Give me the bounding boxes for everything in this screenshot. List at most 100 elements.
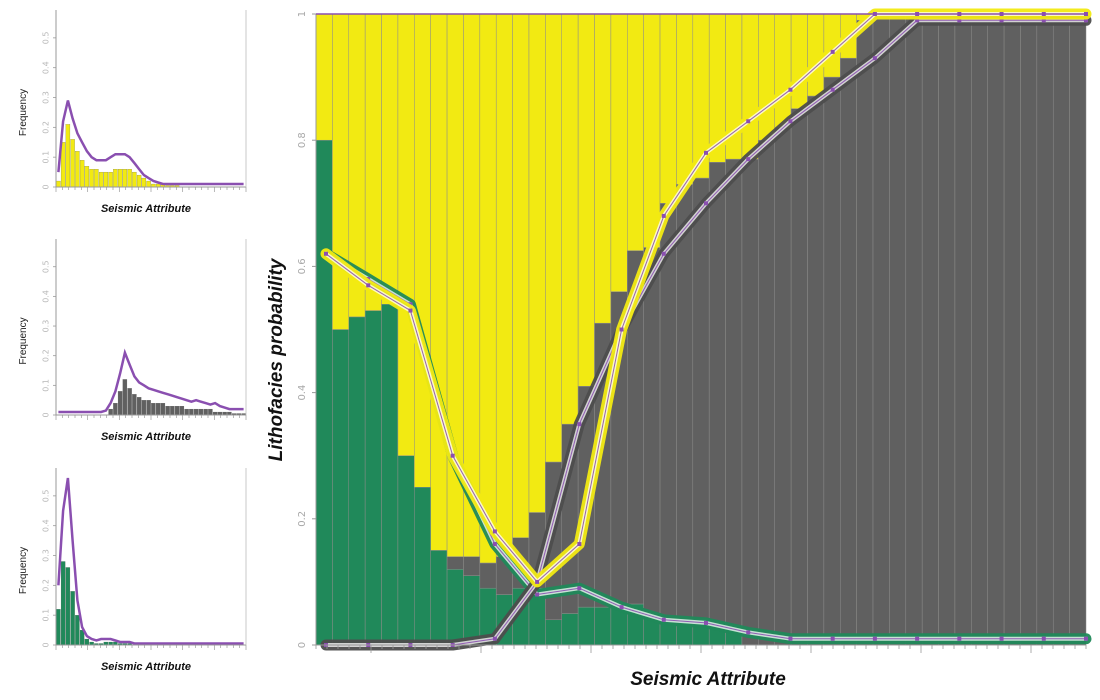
probability-curve-marker [535,592,540,597]
probability-curve-marker [1041,636,1046,641]
probability-bar [1036,13,1054,646]
histogram-bar [70,139,75,188]
probability-bar [332,13,350,330]
probability-bar [1052,13,1070,646]
histogram-xlabel: Seismic Attribute [101,661,191,673]
y-tick-label: 0.3 [42,549,51,562]
histogram-ylabel: Frequency [18,317,29,364]
histogram-bar [60,561,66,646]
y-tick-label: 0.1 [42,379,51,392]
histogram-bar [198,408,204,416]
y-tick-label: 0.4 [42,61,51,74]
probability-bar [397,13,415,456]
y-tick-label: 0.1 [42,609,51,622]
histogram-bar [141,400,147,416]
probability-bar [856,20,874,646]
probability-bar [872,13,890,646]
probability-bar [954,13,972,646]
probability-curve-marker [1084,636,1088,641]
probability-curve-marker [915,636,920,641]
probability-bar [1069,13,1087,646]
probability-curve-marker [366,283,371,288]
histogram-bar [65,124,71,188]
probability-bar [414,487,431,646]
probability-curve-marker [535,579,540,584]
histogram-bar [141,177,147,188]
probability-bar [512,13,530,538]
probability-curve-marker [999,636,1004,641]
probability-curve-marker [661,617,666,622]
probability-curve-marker [830,636,835,641]
histogram-axes: 0 0.1 0.2 0.3 0.4 0.5 [42,10,247,192]
probability-bar [446,569,464,646]
probability-curve-marker [450,453,455,458]
histogram-sand: 0 0.1 0.2 0.3 0.4 0.5 Frequency Seismic Attri… [18,10,247,215]
histogram-axes: 0 0.1 0.2 0.3 0.4 0.5 [42,468,247,650]
y-tick-label: 0.3 [42,320,51,333]
probability-curve-marker [661,213,666,218]
histogram-shale: 0 0.1 0.2 0.3 0.4 0.5 Frequency Seismic Attri… [18,239,247,443]
histogram-bar [108,408,113,416]
probability-bar [430,550,448,646]
probability-curve-marker [957,636,962,641]
probability-curve-marker [577,422,582,427]
probability-bar [577,13,595,387]
probability-bar [790,108,808,646]
probability-bar [315,13,333,141]
probability-curve-marker [324,251,328,256]
probability-bar [708,162,726,624]
histogram-bar [122,379,128,416]
probability-curve-marker [746,119,751,124]
probability-curve-marker [661,251,666,256]
y-tick-label: 0.2 [42,579,51,592]
probability-curve-marker [957,18,962,23]
probability-curve-marker [872,636,877,641]
histogram-bars [108,379,246,416]
y-tick-label: 0.5 [42,31,51,44]
probability-curve-marker [492,636,497,641]
probability-bar [659,13,677,204]
probability-bar [676,13,694,185]
histogram-bar [117,391,123,416]
probability-bar [479,562,497,589]
histogram-bar [132,171,137,188]
histogram-ylabel: Frequency [18,547,29,594]
probability-bar [971,13,988,646]
y-tick-label: 0.1 [42,151,51,164]
probability-curve-marker [999,18,1004,23]
histogram-bar [113,403,118,416]
histogram-bar [108,171,113,188]
y-tick-label: 0.5 [42,489,51,502]
y-tick-label: 0.4 [42,519,51,532]
histogram-bar [79,160,85,188]
probability-bar [430,13,448,551]
histogram-bar [208,408,213,416]
histogram-bar [151,403,156,416]
probability-curve-marker [788,636,793,641]
y-tick-label: 0.2 [42,121,51,134]
histogram-xlabel: Seismic Attribute [101,431,191,443]
histogram-bar [193,408,199,416]
probability-bar [545,619,562,646]
probability-curve-marker [746,630,751,635]
probability-bar [479,13,497,564]
histogram-bar [84,638,90,646]
probability-bar [561,613,579,646]
probability-bar [905,13,923,646]
probability-bar [495,13,513,557]
histogram-bar [132,394,137,416]
histogram-bar [136,397,142,416]
probability-bar [348,316,366,646]
histogram-bar [103,171,109,188]
probability-ylabel: Lithofacies probability [266,257,287,461]
probability-xlabel: Seismic Attribute [630,669,786,690]
probability-bar [774,127,792,646]
histogram-bar [117,169,123,188]
y-tick-label: 0.2 [297,511,308,527]
histogram-carbonate: 0 0.1 0.2 0.3 0.4 0.5 Frequency Seismic Attri… [18,468,247,673]
probability-bars [315,13,1087,646]
probability-curve-marker [619,605,624,610]
histogram-bar [75,151,80,188]
probability-bar [758,13,775,141]
